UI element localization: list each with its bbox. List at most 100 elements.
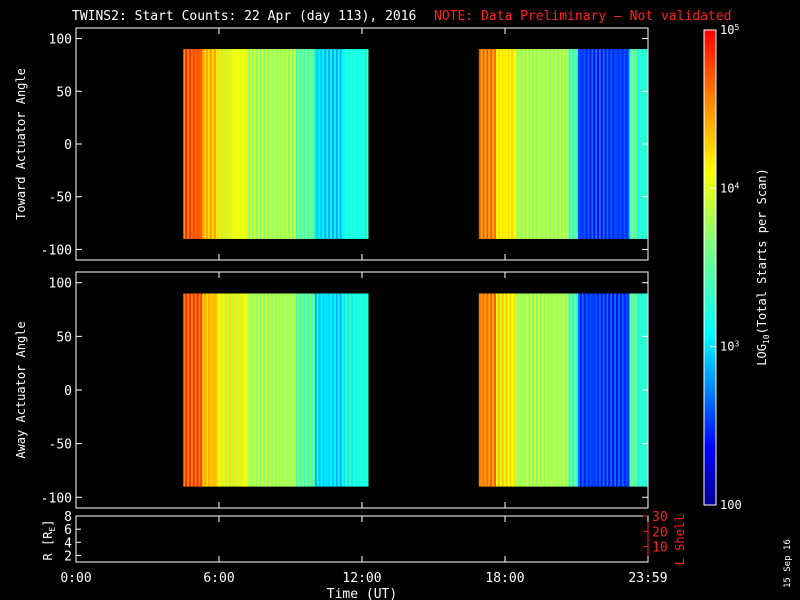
orbit-panel-frame (75, 515, 649, 563)
heatmap-cell (345, 293, 348, 487)
heatmap-cell (208, 293, 211, 487)
heatmap-cell (579, 49, 583, 239)
heatmap-cell (333, 293, 337, 487)
orbit-left-tick-label: 6 (64, 523, 72, 538)
heatmap-cell (293, 49, 297, 239)
heatmap-cell (618, 293, 621, 487)
heatmap-cell (194, 293, 198, 487)
heatmap-cell (595, 49, 598, 239)
heatmap-cell (246, 293, 249, 487)
heatmap-cell (619, 49, 623, 239)
heatmap-cell (587, 293, 590, 487)
heatmap-cell (633, 293, 636, 487)
heatmap-cell (541, 293, 545, 487)
heatmap-cell (269, 293, 272, 487)
heatmap-cell (625, 49, 628, 239)
heatmap-cell (551, 49, 554, 239)
heatmap-cell (568, 293, 571, 487)
heatmap-cell (316, 49, 320, 239)
heatmap-cell (213, 49, 217, 239)
heatmap-cell (259, 293, 262, 487)
heatmap-cell (307, 49, 310, 239)
heatmap-cell (341, 293, 344, 487)
heatmap-cell (229, 49, 232, 239)
heatmap-cell (198, 293, 201, 487)
y-tick-label: 0 (64, 138, 72, 153)
heatmap-cell (490, 49, 493, 239)
heatmap-cell (324, 293, 327, 487)
heatmap-cell (320, 49, 323, 239)
heatmap-cell (332, 293, 335, 487)
heatmap-cell (635, 293, 638, 487)
heatmap-cell (515, 49, 518, 239)
heatmap-cell (261, 293, 264, 487)
heatmap-cell (486, 49, 489, 239)
heatmap-cell (288, 49, 291, 239)
heatmap-cell (637, 49, 640, 239)
heatmap-cell (200, 293, 203, 487)
heatmap-cell (213, 293, 217, 487)
heatmap-cell (318, 49, 321, 239)
heatmap-cell (244, 49, 247, 239)
heatmap-cell (312, 293, 316, 487)
heatmap-cell (478, 49, 482, 239)
heatmap-cell (524, 293, 527, 487)
heatmap-cell (629, 49, 632, 239)
heatmap-cell (352, 49, 356, 239)
heatmap-cell (495, 49, 499, 239)
heatmap-cell (248, 49, 251, 239)
heatmap-cell (183, 49, 186, 239)
heatmap-cell (581, 49, 585, 239)
heatmap-cell (229, 293, 232, 487)
heatmap-cell (366, 49, 369, 239)
heatmap-cell (265, 49, 268, 239)
heatmap-cell (225, 293, 228, 487)
heatmap-cell (480, 293, 484, 487)
heatmap-cell (610, 293, 613, 487)
heatmap-cell (322, 49, 325, 239)
x-axis-label: Time (UT) (327, 587, 397, 600)
date-stamp: 15 Sep 16 (783, 539, 793, 588)
heatmap-cell (362, 49, 365, 239)
heatmap-cell (326, 49, 329, 239)
heatmap-cell (202, 49, 205, 239)
heatmap-cell (633, 49, 636, 239)
heatmap-cell (560, 49, 564, 239)
heatmap-cell (299, 293, 302, 487)
heatmap-cell (303, 293, 306, 487)
y-tick-label: 0 (64, 384, 72, 399)
heatmap-cell (221, 49, 224, 239)
colorbar-tick-label: 104 (720, 181, 739, 195)
heatmap-cell (351, 293, 354, 487)
heatmap-cell (211, 293, 215, 487)
heatmap-cell (604, 293, 607, 487)
heatmap-cell (516, 293, 520, 487)
heatmap-cell (324, 49, 327, 239)
heatmap-cell (541, 49, 545, 239)
heatmap-cell (522, 293, 525, 487)
heatmap-cell (593, 49, 596, 239)
heatmap-cell (576, 293, 579, 487)
heatmap-cell (618, 49, 621, 239)
heatmap-cell (204, 293, 207, 487)
heatmap-cell (536, 293, 539, 487)
heatmap-cell (278, 293, 281, 487)
chart-title: TWINS2: Start Counts: 22 Apr (day 113), … (72, 9, 416, 24)
heatmap-cell (284, 293, 287, 487)
heatmap-cell (326, 293, 329, 487)
heatmap-cell (240, 293, 243, 487)
heatmap-cell (259, 49, 262, 239)
heatmap-cell (255, 49, 259, 239)
heatmap-cell (221, 293, 224, 487)
x-tick-label: 0:00 (60, 571, 91, 586)
heatmap-cell (583, 49, 586, 239)
heatmap-cell (290, 293, 293, 487)
heatmap-cell (501, 49, 505, 239)
heatmap-cell (610, 49, 613, 239)
heatmap-cell (543, 293, 546, 487)
heatmap-cell (352, 293, 356, 487)
heatmap-cell (490, 293, 493, 487)
heatmap-cell (253, 293, 257, 487)
